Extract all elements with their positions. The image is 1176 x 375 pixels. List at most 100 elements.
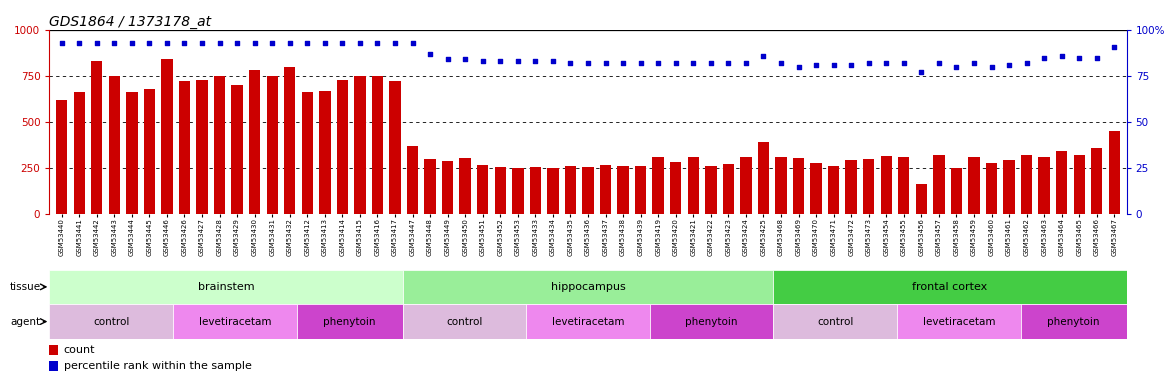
Bar: [49, 345, 59, 355]
Bar: [161, 59, 173, 214]
Bar: [1038, 157, 1050, 214]
Bar: [91, 61, 102, 214]
Point: [614, 60, 633, 66]
Bar: [1003, 160, 1015, 214]
Bar: [108, 76, 120, 214]
Bar: [757, 142, 769, 214]
Text: levetiracetam: levetiracetam: [552, 316, 624, 327]
Point: [421, 51, 440, 57]
Point: [280, 40, 299, 46]
Text: hippocampus: hippocampus: [550, 282, 626, 292]
Point: [1053, 53, 1071, 59]
Bar: [372, 76, 383, 214]
Text: count: count: [64, 345, 95, 355]
Bar: [916, 184, 927, 214]
Point: [895, 60, 914, 66]
Bar: [1109, 131, 1120, 214]
Bar: [56, 100, 67, 214]
Bar: [354, 76, 366, 214]
Bar: [389, 81, 401, 214]
Point: [52, 40, 71, 46]
Bar: [477, 165, 488, 214]
Bar: [950, 168, 962, 214]
Text: GDS1864 / 1373178_at: GDS1864 / 1373178_at: [49, 15, 212, 29]
Point: [87, 40, 106, 46]
Bar: [1056, 151, 1068, 214]
Text: percentile rank within the sample: percentile rank within the sample: [64, 361, 252, 371]
Bar: [968, 157, 980, 214]
Bar: [196, 80, 208, 214]
Bar: [495, 167, 506, 214]
Bar: [547, 168, 559, 214]
Bar: [863, 159, 875, 214]
Point: [175, 40, 194, 46]
Bar: [846, 160, 857, 214]
Point: [561, 60, 580, 66]
Text: frontal cortex: frontal cortex: [913, 282, 988, 292]
Point: [543, 58, 562, 64]
Bar: [402, 270, 774, 304]
Point: [211, 40, 229, 46]
Point: [929, 60, 948, 66]
Point: [1105, 44, 1124, 50]
Point: [386, 40, 405, 46]
Point: [789, 64, 808, 70]
Bar: [425, 159, 436, 214]
Point: [333, 40, 352, 46]
Point: [193, 40, 212, 46]
Bar: [49, 361, 59, 371]
Point: [807, 62, 826, 68]
Point: [122, 40, 141, 46]
Text: control: control: [93, 316, 129, 327]
Bar: [1021, 155, 1033, 214]
Bar: [529, 167, 541, 214]
Bar: [600, 165, 612, 214]
Bar: [407, 146, 419, 214]
Bar: [650, 304, 774, 339]
Bar: [232, 85, 242, 214]
Text: levetiracetam: levetiracetam: [199, 316, 270, 327]
Point: [228, 40, 247, 46]
Bar: [670, 162, 681, 214]
Point: [140, 40, 159, 46]
Point: [982, 64, 1001, 70]
Bar: [635, 166, 647, 214]
Bar: [74, 93, 85, 214]
Bar: [214, 76, 226, 214]
Bar: [706, 166, 716, 214]
Bar: [582, 167, 594, 214]
Bar: [143, 89, 155, 214]
Text: control: control: [446, 316, 482, 327]
Point: [860, 60, 878, 66]
Point: [473, 58, 492, 64]
Point: [754, 53, 773, 59]
Point: [298, 40, 316, 46]
Bar: [402, 304, 526, 339]
Point: [736, 60, 755, 66]
Point: [911, 69, 930, 75]
Point: [719, 60, 737, 66]
Bar: [526, 304, 650, 339]
Bar: [285, 67, 295, 214]
Bar: [985, 163, 997, 214]
Point: [964, 60, 983, 66]
Text: phenytoin: phenytoin: [1048, 316, 1100, 327]
Point: [456, 56, 475, 62]
Point: [69, 40, 88, 46]
Point: [596, 60, 615, 66]
Bar: [1021, 304, 1127, 339]
Bar: [828, 166, 840, 214]
Point: [632, 60, 650, 66]
Text: phenytoin: phenytoin: [686, 316, 737, 327]
Bar: [267, 76, 278, 214]
Point: [1017, 60, 1036, 66]
Bar: [249, 70, 260, 214]
Point: [1088, 55, 1107, 61]
Text: phenytoin: phenytoin: [323, 316, 376, 327]
Bar: [1074, 155, 1085, 214]
Text: brainstem: brainstem: [198, 282, 254, 292]
Point: [771, 60, 790, 66]
Point: [526, 58, 544, 64]
Bar: [512, 168, 523, 214]
Bar: [617, 166, 629, 214]
